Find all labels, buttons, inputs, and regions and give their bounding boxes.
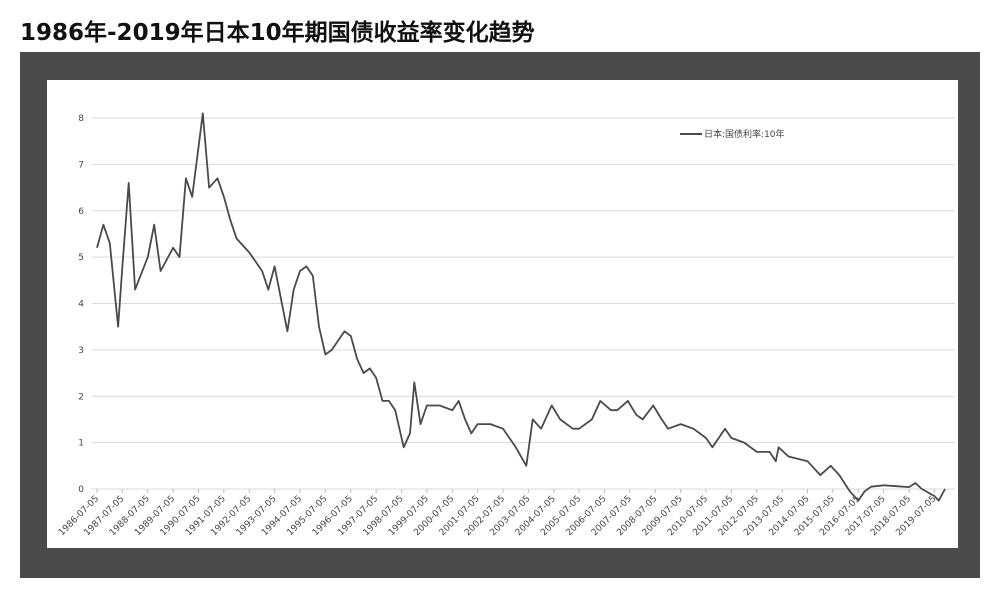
y-tick-label: 1 <box>78 439 84 449</box>
y-tick-label: 8 <box>78 114 84 124</box>
plot-area <box>47 80 958 548</box>
y-tick-label: 0 <box>78 485 84 495</box>
y-tick-label: 3 <box>78 346 84 356</box>
series-line <box>96 112 946 502</box>
legend-label: 日本:国债利率:10年 <box>704 128 785 140</box>
y-tick-label: 4 <box>78 300 84 310</box>
chart-title: 1986年-2019年日本10年期国债收益率变化趋势 <box>20 19 535 46</box>
y-tick-label: 2 <box>78 392 84 402</box>
y-tick-label: 6 <box>78 207 84 217</box>
y-tick-label: 5 <box>78 253 84 263</box>
y-tick-label: 7 <box>78 160 84 170</box>
